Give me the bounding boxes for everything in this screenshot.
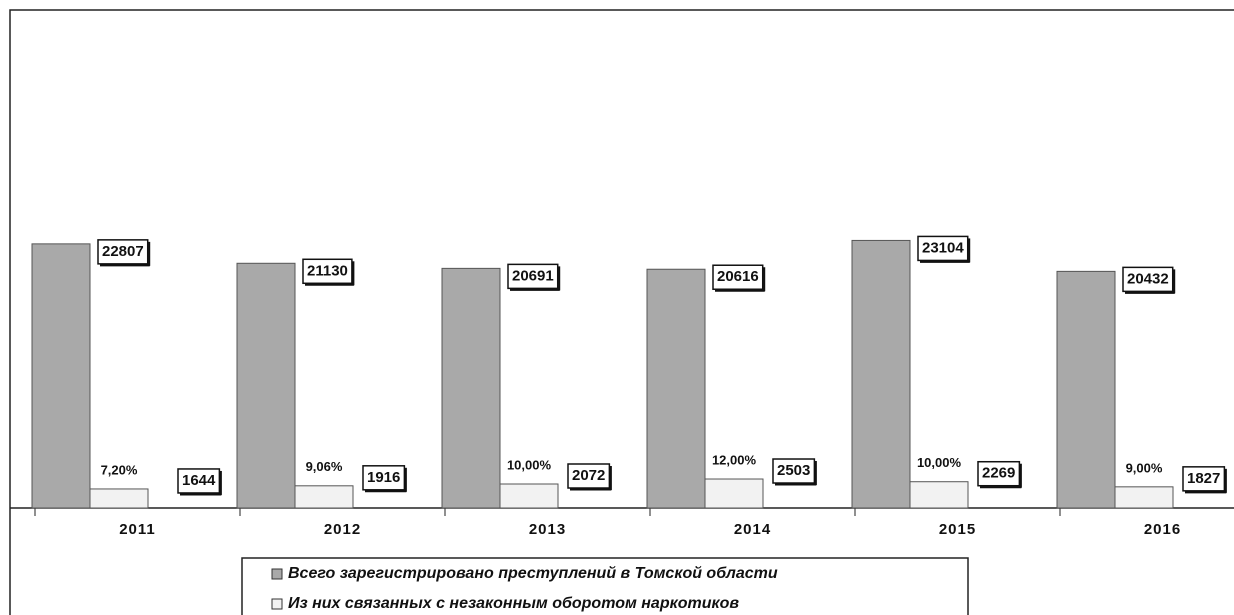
data-label: 21130 <box>307 262 348 279</box>
data-label-box <box>712 264 764 290</box>
bar <box>851 239 911 509</box>
bar <box>646 268 706 509</box>
data-label: 1827 <box>1187 470 1220 487</box>
data-label-box <box>97 239 149 265</box>
x-tick-label: 2012 <box>324 521 361 538</box>
data-label-box <box>977 460 1021 487</box>
legend-label: Из них связанных с незаконным оборотом н… <box>288 595 739 612</box>
data-label-box <box>177 468 221 494</box>
annotation: 9,00% <box>1126 460 1163 475</box>
annotation: 12,00% <box>712 452 757 467</box>
data-label-box <box>772 458 816 484</box>
data-label: 1916 <box>367 469 400 486</box>
data-label-box <box>1122 266 1174 293</box>
bar <box>704 478 764 509</box>
legend-label: Всего зарегистрировано преступлений в То… <box>288 565 778 582</box>
data-label-box <box>507 263 559 290</box>
legend-swatch <box>271 568 283 580</box>
annotation: 10,00% <box>507 457 552 472</box>
annotation: 7,20% <box>101 462 138 477</box>
annotation: 10,00% <box>917 455 962 470</box>
bar <box>909 481 969 509</box>
bar <box>1114 486 1174 509</box>
data-label: 20616 <box>717 268 759 285</box>
data-label-box <box>362 465 406 491</box>
plot-frame <box>9 9 1234 615</box>
bar <box>31 243 91 509</box>
data-label: 20691 <box>512 267 554 284</box>
data-label-box <box>917 235 969 262</box>
data-label-box <box>1182 466 1226 492</box>
x-tick-label: 2015 <box>939 521 976 538</box>
data-label: 22807 <box>102 243 144 260</box>
bar <box>236 262 296 509</box>
data-label: 2072 <box>572 467 605 484</box>
x-tick-label: 2011 <box>119 521 156 538</box>
data-label: 2503 <box>777 462 810 479</box>
x-tick-label: 2013 <box>529 521 566 538</box>
bar <box>294 485 354 509</box>
bar <box>441 267 501 509</box>
bar <box>499 483 559 509</box>
data-label: 2269 <box>982 465 1015 482</box>
data-label: 1644 <box>182 472 216 489</box>
data-label-box <box>567 463 611 489</box>
bar <box>89 488 149 509</box>
bar <box>1056 270 1116 509</box>
legend-box <box>241 557 969 615</box>
data-label: 23104 <box>922 239 964 256</box>
annotation: 9,06% <box>306 459 343 474</box>
data-label: 20432 <box>1127 270 1169 287</box>
x-tick-label: 2014 <box>734 521 771 538</box>
data-label-box <box>302 258 353 285</box>
x-tick-label: 2016 <box>1144 521 1181 538</box>
legend-swatch <box>271 598 283 610</box>
